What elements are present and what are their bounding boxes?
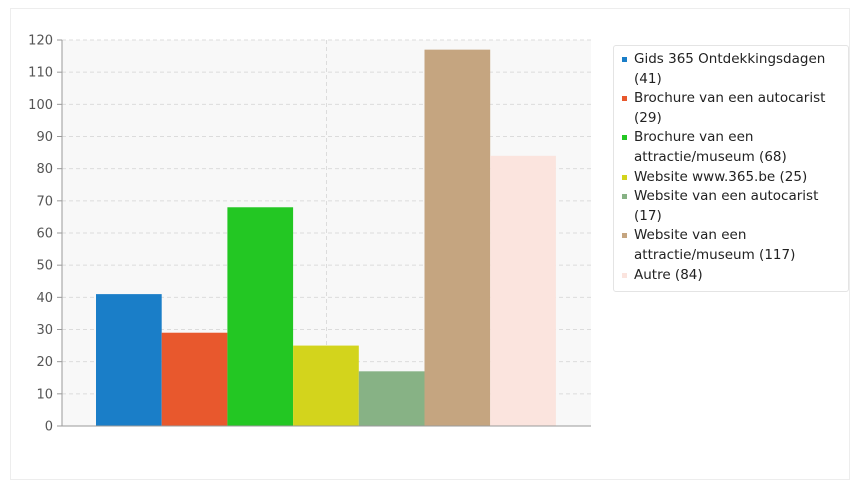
legend-swatch [622, 233, 627, 239]
chart-frame: 0 10 20 30 40 50 60 70 80 90 100 110 120 Gids 365 On… [10, 8, 850, 480]
legend-label: Website van een autocarist (17) [634, 188, 819, 224]
chart-plot: 0 10 20 30 40 50 60 70 80 90 100 110 120 [28, 34, 591, 435]
legend-swatch [622, 194, 627, 200]
bar [227, 207, 294, 426]
bar [96, 294, 162, 426]
bar [293, 345, 359, 426]
y-tick-label: 60 [36, 227, 53, 242]
legend-swatch [622, 272, 627, 278]
y-tick-label: 0 [45, 420, 53, 435]
y-tick-label: 110 [28, 66, 53, 81]
y-tick-label: 70 [36, 194, 53, 209]
bar [161, 332, 228, 426]
bar [424, 49, 491, 427]
legend-label: Gids 365 Ontdekkingsdagen (41) [634, 51, 826, 87]
y-tick-label: 120 [28, 34, 53, 49]
legend-item: Website van een attractie/museum (117) [620, 226, 842, 265]
y-tick-label: 30 [36, 323, 53, 338]
legend-item: Brochure van een attractie/museum (68) [620, 128, 842, 167]
legend-label: Brochure van een autocarist (29) [634, 90, 826, 126]
legend-item: Brochure van een autocarist (29) [620, 89, 842, 128]
legend-label: Website van een attractie/museum (117) [634, 227, 796, 263]
legend-swatch [622, 57, 627, 62]
legend-label: Autre (84) [634, 266, 703, 283]
legend-item: Gids 365 Ontdekkingsdagen (41) [620, 50, 842, 89]
y-tick-label: 40 [36, 291, 53, 306]
bar [490, 155, 556, 427]
legend-swatch [622, 135, 627, 141]
y-tick-label: 80 [36, 162, 53, 177]
legend-label: Website www.365.be (25) [634, 168, 808, 185]
legend-item: Website www.365.be (25) [620, 168, 842, 188]
y-tick-label: 90 [36, 130, 53, 145]
legend-label: Brochure van een attractie/museum (68) [634, 129, 787, 165]
chart-legend: Gids 365 Ontdekkingsdagen (41) Brochure v… [613, 45, 849, 293]
legend-swatch [622, 96, 627, 102]
legend-item: Website van een autocarist (17) [620, 187, 842, 226]
y-tick-label: 10 [36, 387, 53, 402]
y-tick-label: 100 [28, 98, 53, 113]
legend-swatch [622, 174, 627, 180]
bar [358, 371, 425, 426]
y-tick-label: 20 [36, 355, 53, 370]
legend-item: Autre (84) [620, 266, 842, 286]
y-tick-label: 50 [36, 259, 53, 274]
